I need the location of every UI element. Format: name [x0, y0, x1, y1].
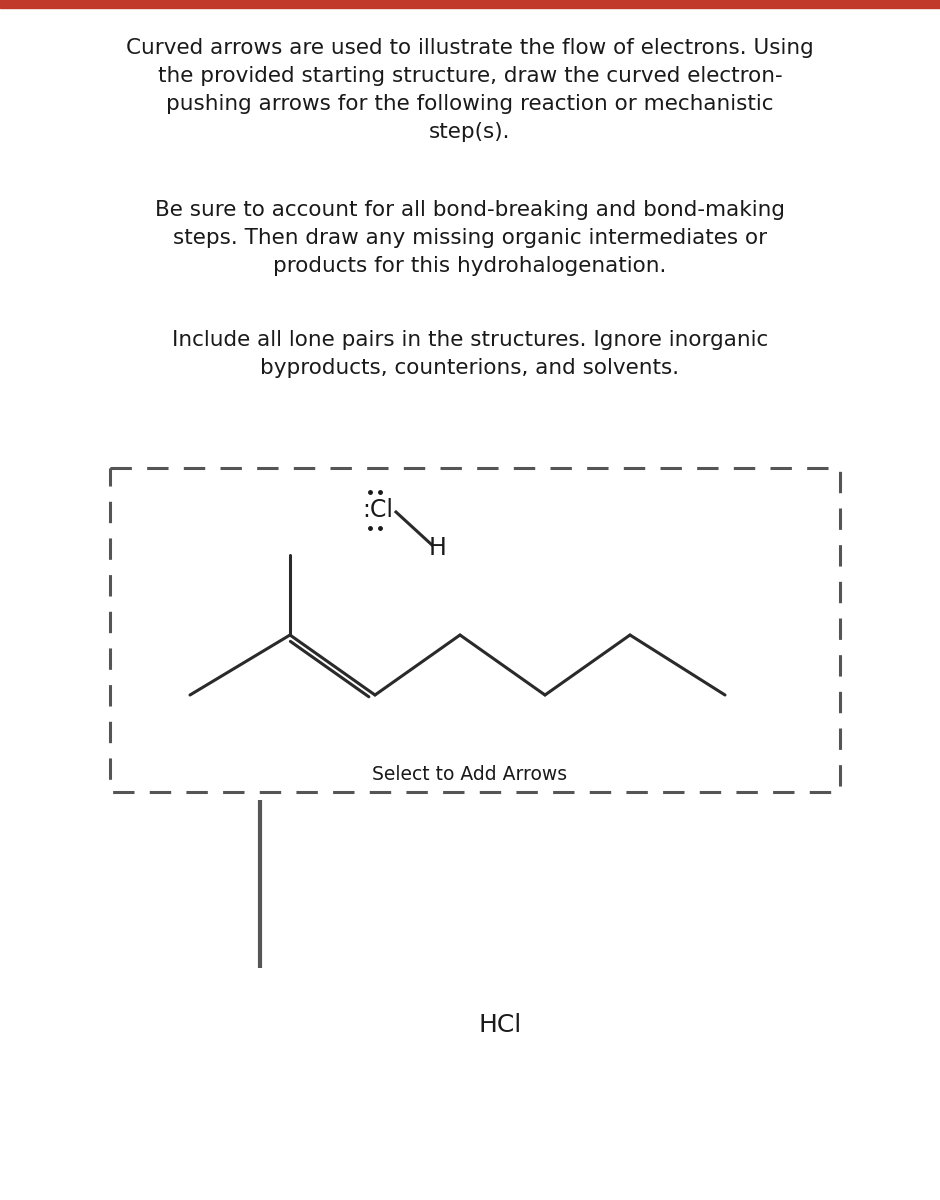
Text: the provided starting structure, draw the curved electron-: the provided starting structure, draw th…	[158, 66, 782, 86]
Text: steps. Then draw any missing organic intermediates or: steps. Then draw any missing organic int…	[173, 228, 767, 248]
Text: Curved arrows are used to illustrate the flow of electrons. Using: Curved arrows are used to illustrate the…	[126, 38, 814, 58]
Bar	[110, 468, 840, 792]
Text: Be sure to account for all bond-breaking and bond-making: Be sure to account for all bond-breaking…	[155, 200, 785, 220]
Text: Select to Add Arrows: Select to Add Arrows	[372, 766, 568, 785]
Text: HCl: HCl	[478, 1013, 522, 1037]
Text: Include all lone pairs in the structures. Ignore inorganic: Include all lone pairs in the structures…	[172, 330, 768, 350]
Text: H: H	[429, 536, 446, 560]
Text: pushing arrows for the following reaction or mechanistic: pushing arrows for the following reactio…	[166, 94, 774, 114]
Text: products for this hydrohalogenation.: products for this hydrohalogenation.	[274, 256, 666, 276]
Text: byproducts, counterions, and solvents.: byproducts, counterions, and solvents.	[260, 358, 680, 378]
Text: step(s).: step(s).	[430, 122, 510, 142]
Bar	[0, 0, 940, 8]
Text: :Cl: :Cl	[363, 498, 394, 522]
